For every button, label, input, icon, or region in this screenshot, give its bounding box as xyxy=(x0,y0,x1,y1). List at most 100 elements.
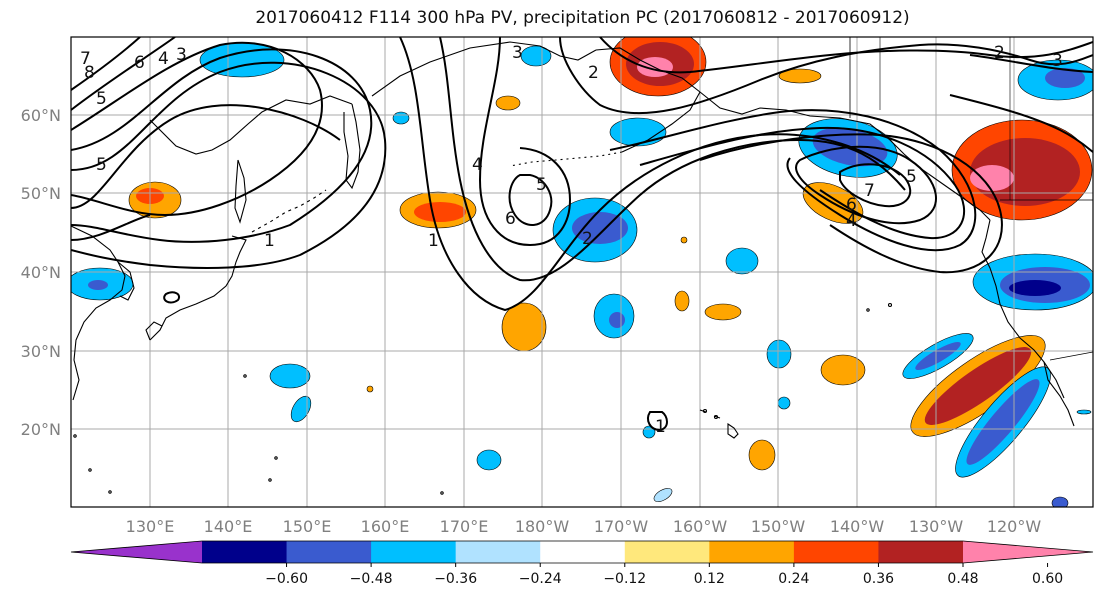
coastline-okhotsk xyxy=(149,95,353,155)
lon-label: 130°E xyxy=(126,517,175,536)
contour-label: 4 xyxy=(158,49,169,69)
colorbar-outline xyxy=(70,540,1094,564)
pv-contour xyxy=(969,54,1093,73)
coastline-aleutians xyxy=(509,151,623,167)
precip-negative-blob xyxy=(269,363,311,389)
pv-contour xyxy=(71,41,323,217)
colorbar-tick-label: 0.48 xyxy=(947,571,978,587)
lon-label: 150°E xyxy=(283,517,332,536)
lat-label: 20°N xyxy=(21,420,61,439)
contour-label: 2 xyxy=(582,229,593,249)
pv-contour xyxy=(439,37,906,282)
contour-label: 8 xyxy=(84,63,95,83)
contour-label: 5 xyxy=(906,167,917,187)
lon-label: 170°E xyxy=(440,517,489,536)
map-panel: 7 8 6 4 3 5 5 3 2 1 4 5 6 2 6 7 5 4 1 2 … xyxy=(71,37,1093,507)
precip-negative-blob xyxy=(88,280,108,290)
lat-label: 30°N xyxy=(21,342,61,361)
pv-contour xyxy=(609,109,977,252)
lon-label: 120°W xyxy=(987,517,1042,536)
lon-label: 160°E xyxy=(361,517,410,536)
precip-negative-blob xyxy=(966,379,1040,465)
lat-label: 50°N xyxy=(21,184,61,203)
precip-negative-blob xyxy=(392,111,410,125)
precip-negative-blob xyxy=(290,395,312,423)
lon-label: 130°W xyxy=(909,517,964,536)
colorbar-swatch xyxy=(371,541,457,563)
colorbar-swatch xyxy=(540,541,626,563)
pv-contour xyxy=(508,174,553,226)
pv-contour xyxy=(699,133,1003,274)
pv-contour xyxy=(163,291,180,304)
contour-label: 6 xyxy=(505,209,516,229)
colorbar-tick-label: 0.24 xyxy=(778,571,809,587)
colorbar-tick-label: −0.36 xyxy=(434,571,477,587)
contour-label: 4 xyxy=(472,155,483,175)
contour-label: 7 xyxy=(864,181,875,201)
pv-contour xyxy=(71,37,141,91)
precip-positive-blob xyxy=(414,202,466,222)
contour-label: 4 xyxy=(846,211,857,231)
coastline-kamchatka xyxy=(343,103,361,190)
lon-labels: 130°E 140°E 150°E 160°E 170°E 180°W 170°… xyxy=(126,517,1042,536)
map-frame xyxy=(70,36,1094,508)
coastline-sakhalin xyxy=(234,159,247,224)
coastline-hawaii xyxy=(699,409,739,439)
coastline-chukotka xyxy=(371,41,597,97)
colorbar-swatch xyxy=(793,541,879,563)
contour-label: 6 xyxy=(846,195,857,215)
contour-label: 7 xyxy=(80,49,91,69)
map-title: 2017060412 F114 300 hPa PV, precipitatio… xyxy=(255,8,910,28)
contour-label: 3 xyxy=(1052,51,1063,71)
pv-contour xyxy=(478,37,572,247)
precip-negative-blob xyxy=(653,488,673,502)
pv-contour xyxy=(71,104,341,209)
pv-contour xyxy=(559,37,1093,115)
pv-contour xyxy=(599,37,1093,74)
precip-positive-blob xyxy=(704,303,742,321)
precip-negative-blob xyxy=(777,396,791,410)
precip-negative-blob xyxy=(609,117,667,147)
contour-label: 2 xyxy=(994,43,1005,63)
pv-contour xyxy=(839,163,912,208)
coastline-korea xyxy=(117,261,135,301)
contour-label: 2 xyxy=(588,63,599,83)
precip-negative-blob xyxy=(609,312,625,328)
lon-label: 180°W xyxy=(515,517,570,536)
contour-label: 5 xyxy=(536,175,547,195)
contour-label: 5 xyxy=(96,155,107,175)
contour-label: 3 xyxy=(512,43,523,63)
colorbar-extend-max xyxy=(963,541,1093,563)
pv-contour xyxy=(639,126,966,240)
colorbar-swatch xyxy=(624,541,710,563)
border-us-mexico xyxy=(1049,351,1093,361)
precip-positive-blob xyxy=(924,347,1032,425)
precip-negative-blob xyxy=(1051,496,1069,507)
contour-labels: 7 8 6 4 3 5 5 3 2 1 4 5 6 2 6 7 5 4 1 2 … xyxy=(80,43,1063,437)
colorbar-tick-label: −0.12 xyxy=(603,571,646,587)
colorbar-swatch xyxy=(202,541,288,563)
contour-label: 1 xyxy=(428,231,439,251)
colorbar-tick-label: −0.48 xyxy=(350,571,393,587)
pv-contour xyxy=(71,48,373,243)
pv-contour xyxy=(71,61,387,269)
precip-positive-blob xyxy=(820,354,866,386)
coastline-baja xyxy=(1043,361,1075,427)
precip-positive-blob xyxy=(970,165,1014,191)
precip-positive-blob xyxy=(366,385,374,393)
pv-contour xyxy=(647,411,668,432)
pv-contour xyxy=(949,94,1093,153)
lon-label: 150°W xyxy=(751,517,806,536)
precip-positive-blob xyxy=(495,95,521,111)
coastline-north-america xyxy=(981,219,1065,399)
colorbar-swatch xyxy=(455,541,541,563)
colorbar-swatch xyxy=(709,541,795,563)
precip-positive-blob xyxy=(674,290,690,312)
lon-label: 140°E xyxy=(204,517,253,536)
colorbar-tick-label: 0.60 xyxy=(1032,571,1063,587)
contour-label: 5 xyxy=(96,89,107,109)
lon-label: 170°W xyxy=(594,517,649,536)
contour-label: 3 xyxy=(176,45,187,65)
coastline-kyushu xyxy=(145,321,163,341)
lon-label: 140°W xyxy=(830,517,885,536)
